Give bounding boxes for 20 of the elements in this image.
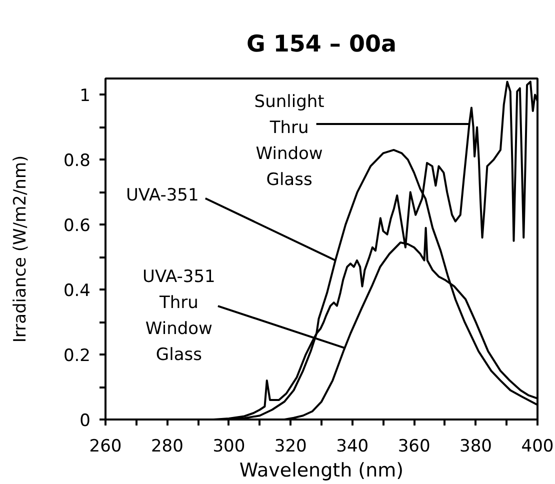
x-tick-label: 320 xyxy=(274,436,307,456)
y-tick-label: 0.8 xyxy=(63,151,91,172)
y-tick-label: 0.2 xyxy=(63,346,91,366)
x-tick-label: 280 xyxy=(150,436,184,456)
x-tick-label: 340 xyxy=(336,436,369,456)
y-tick-label: 0.4 xyxy=(63,281,91,302)
x-tick-label: 380 xyxy=(460,436,492,456)
x-axis-title: Wavelength (nm) xyxy=(239,460,404,482)
annotation: Sunlight Thru Window Glass xyxy=(254,92,325,190)
y-axis-title: Irradiance (W/m2/nm) xyxy=(10,155,30,343)
y-tick-label: 1 xyxy=(80,86,91,106)
annotation: UVA-351 Thru Window Glass xyxy=(142,267,216,366)
x-tick-label: 360 xyxy=(398,436,430,456)
x-tick-label: 300 xyxy=(212,436,246,456)
y-tick-label: 0.6 xyxy=(63,216,91,236)
x-tick-label: 400 xyxy=(521,436,554,456)
y-tick-label: 0 xyxy=(80,411,91,431)
x-tick-label: 260 xyxy=(89,436,122,456)
chart-title: G 154 – 00a xyxy=(246,32,396,58)
annotation: UVA-351 xyxy=(126,185,199,206)
